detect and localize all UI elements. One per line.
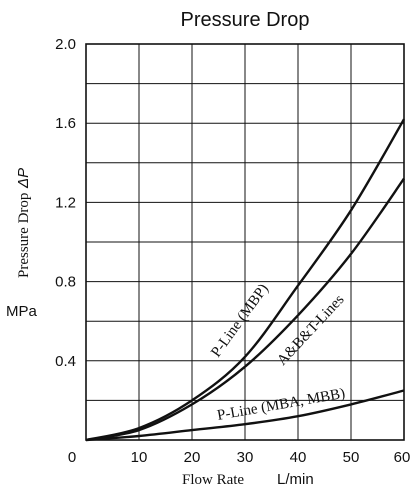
y-tick-label-1: 1.6 <box>55 115 76 132</box>
curves <box>85 118 406 442</box>
curve-ab-t-lines <box>85 177 405 442</box>
y-tick-label-2: 1.2 <box>55 194 76 211</box>
x-axis-unit: L/min <box>277 471 314 488</box>
y-tick-label-4: 0.4 <box>55 353 76 370</box>
x-tick-label-4: 40 <box>290 449 307 466</box>
y-axis-symbol: ΔP <box>15 168 32 189</box>
chart-title: Pressure Drop <box>181 9 310 31</box>
tick-labels: 0 10 20 30 40 50 60 2.0 1.6 1.2 0.8 0.4 <box>55 36 410 466</box>
curve-p-line-mbp <box>85 118 406 442</box>
x-axis-label: Flow Rate <box>182 472 244 488</box>
y-axis-label: Pressure Drop <box>16 193 32 278</box>
x-tick-label-2: 20 <box>184 449 201 466</box>
grid <box>86 44 404 440</box>
y-tick-label-3: 0.8 <box>55 274 76 291</box>
y-axis-unit: MPa <box>6 303 38 320</box>
y-tick-label-0: 2.0 <box>55 36 76 53</box>
x-tick-label-6: 60 <box>394 449 411 466</box>
x-tick-label-1: 10 <box>131 449 148 466</box>
x-tick-label-3: 30 <box>237 449 254 466</box>
x-tick-label-5: 50 <box>343 449 360 466</box>
curve-p-line-mba-mbb <box>85 389 405 442</box>
x-tick-label-0: 0 <box>68 449 76 466</box>
plot-frame <box>85 43 405 441</box>
